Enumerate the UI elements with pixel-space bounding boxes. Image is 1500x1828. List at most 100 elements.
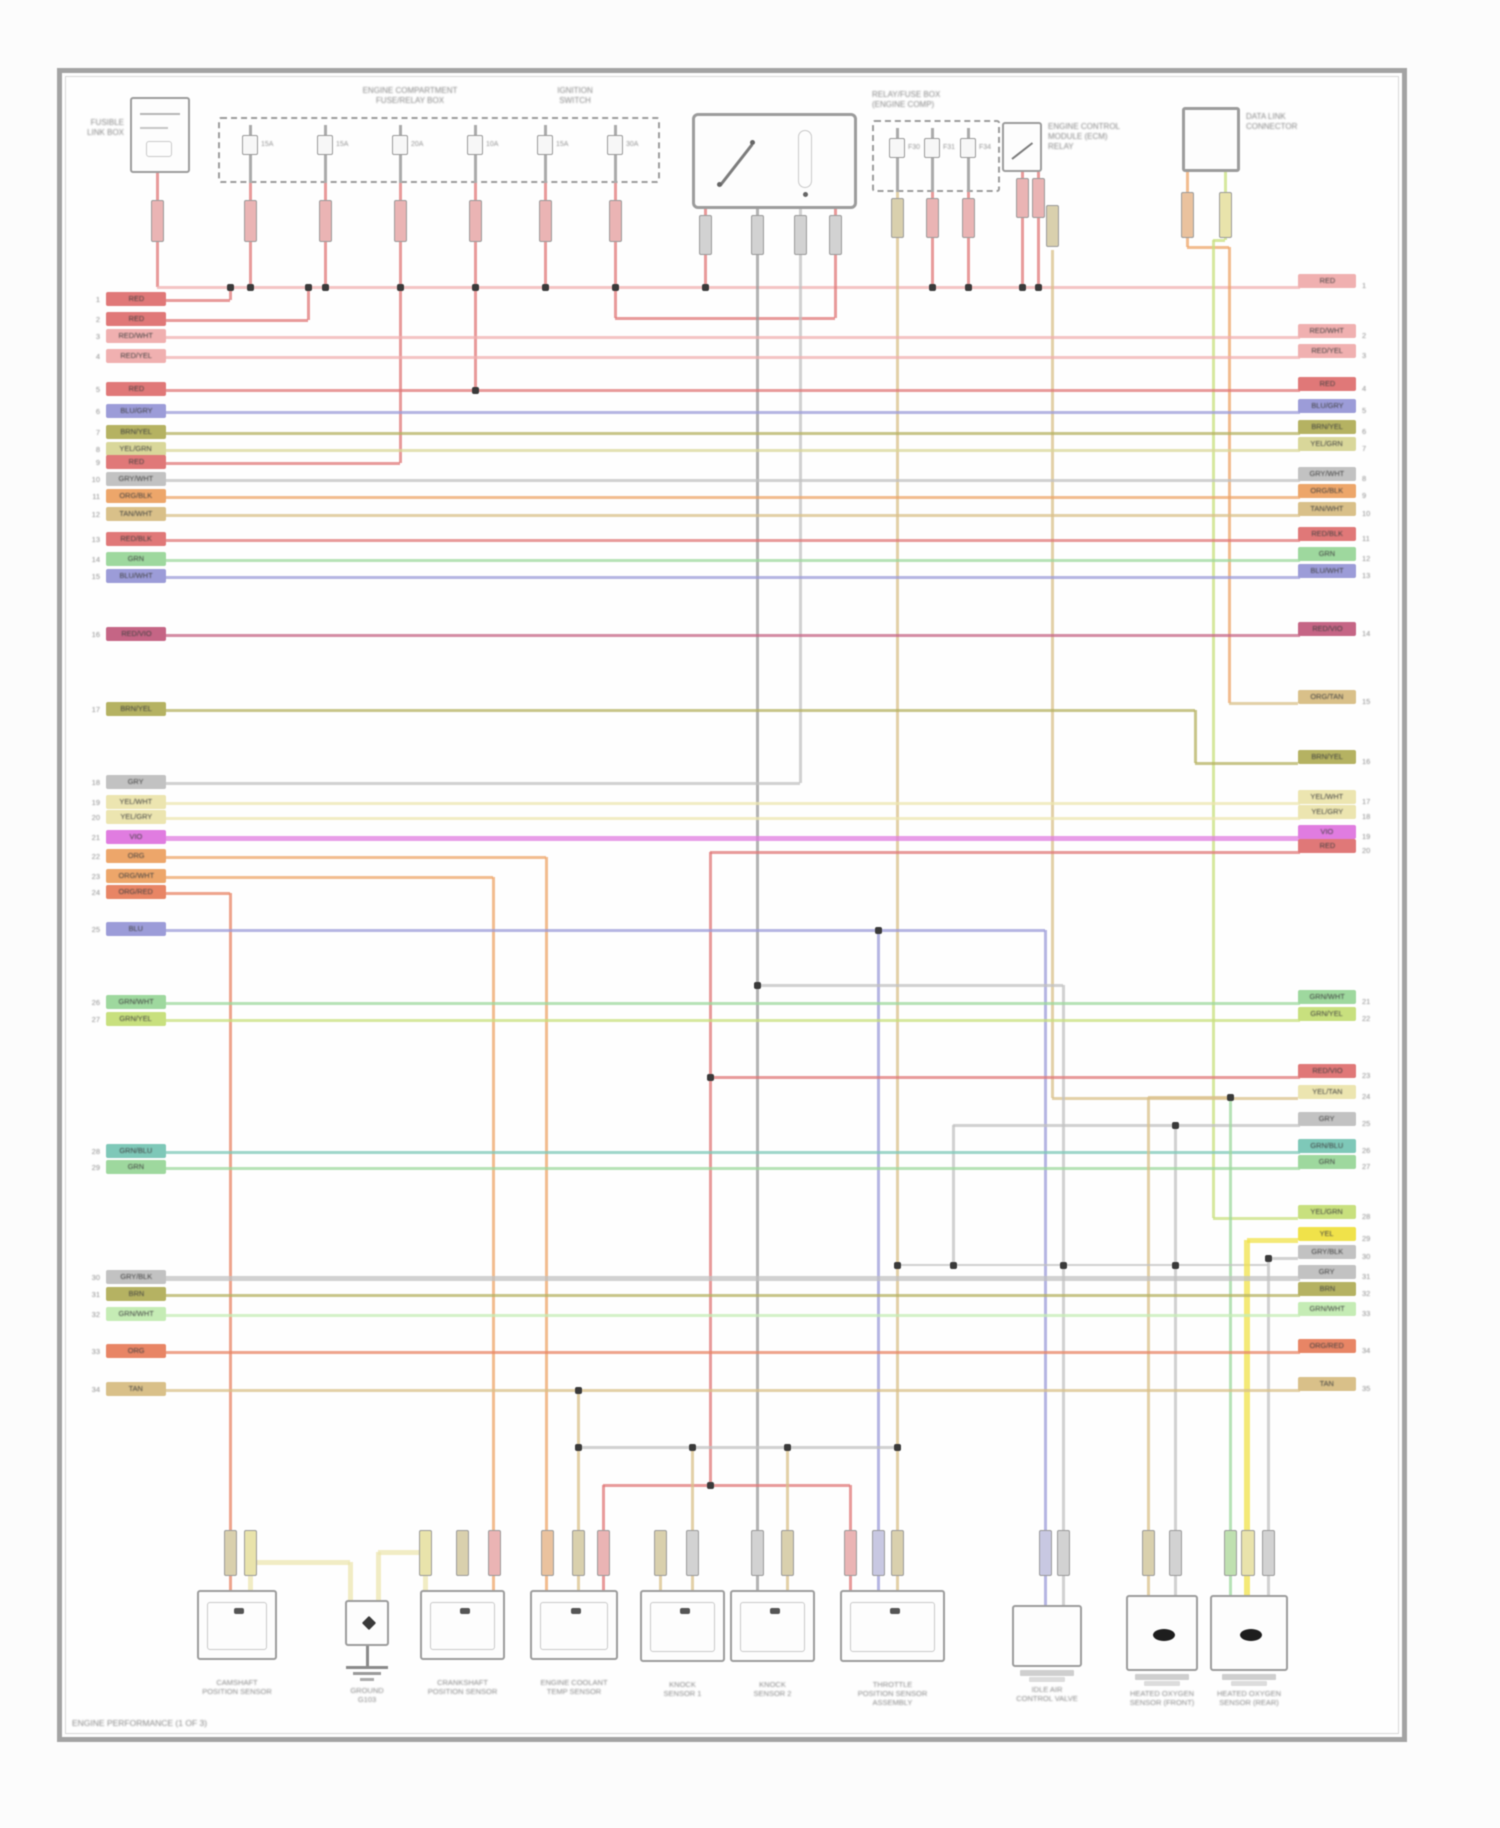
- wire-label-text: GRN/WHT: [118, 997, 154, 1006]
- wire-label-text: GRN: [127, 1162, 145, 1171]
- connector: [686, 1530, 699, 1576]
- junction-dot: [1059, 1261, 1067, 1269]
- connector: [1169, 1530, 1182, 1576]
- data-link-connector: [1182, 107, 1240, 172]
- wire-label-text: BLU/GRY: [1310, 401, 1344, 410]
- connector: [1039, 1530, 1052, 1576]
- wire: [140, 816, 1300, 820]
- wire-label-text: BLU/GRY: [119, 406, 153, 415]
- wire-label: ORG/RED: [1298, 1339, 1356, 1353]
- connector: [872, 1530, 885, 1576]
- component-title: RELAY/FUSE BOX (ENGINE COMP): [872, 90, 941, 109]
- component-caption: GROUND G103: [350, 1686, 384, 1704]
- wire-label-text: GRN/WHT: [1309, 1304, 1345, 1313]
- wire-label-text: RED/BLK: [120, 534, 152, 543]
- wire: [833, 209, 837, 318]
- wire-label: YEL: [1298, 1227, 1356, 1241]
- pin-number: 8: [1362, 474, 1367, 483]
- wire: [1193, 710, 1197, 763]
- wire-label: YEL/GRN: [106, 442, 166, 456]
- wire-label: BRN/YEL: [1298, 420, 1356, 434]
- wire-label-text: VIO: [129, 832, 143, 841]
- fuse-rating: F30: [908, 144, 921, 151]
- fuse: [924, 138, 940, 158]
- wire: [140, 495, 1300, 499]
- pin-number: 30: [1362, 1252, 1371, 1261]
- wire: [157, 285, 1300, 289]
- ground-stub: [365, 1646, 369, 1666]
- wire: [1213, 238, 1225, 242]
- switch-arm: [719, 143, 753, 187]
- pin-number: 22: [1362, 1014, 1371, 1023]
- wire-label-text: BRN: [128, 1289, 144, 1298]
- component-pedestal: [1231, 1681, 1267, 1686]
- fuse-pin: [543, 155, 547, 183]
- wire: [140, 538, 1300, 542]
- connector: [1219, 192, 1232, 238]
- wire-label-text: BRN/YEL: [1311, 752, 1343, 761]
- pin-number: 23: [1362, 1071, 1371, 1080]
- pin-number: 31: [91, 1290, 100, 1299]
- wire-label-text: GRN/WHT: [118, 1309, 154, 1318]
- wire-label-text: YEL: [1320, 1229, 1334, 1238]
- wire-label: RED/VIO: [1298, 622, 1356, 636]
- wire: [1266, 1258, 1270, 1595]
- wire-label: GRN/BLU: [1298, 1139, 1356, 1153]
- junction-dot: [321, 283, 329, 291]
- junction-dot: [949, 1261, 957, 1269]
- switch-contact: [803, 192, 808, 197]
- component-inner: [850, 1602, 935, 1652]
- wire: [228, 287, 232, 300]
- wire: [378, 1549, 425, 1555]
- junction-dot: [246, 283, 254, 291]
- connector: [319, 200, 332, 242]
- pin-number: 20: [1362, 846, 1371, 855]
- wire-label: BRN: [106, 1287, 166, 1301]
- wire: [140, 855, 546, 859]
- fuse: [889, 138, 905, 158]
- connector: [609, 200, 622, 242]
- pin-number: 13: [1362, 571, 1371, 580]
- pin-number: 28: [1362, 1212, 1371, 1221]
- component-caption: HEATED OXYGEN SENSOR (FRONT): [1129, 1689, 1195, 1707]
- wire-label-text: YEL/WHT: [1310, 792, 1344, 801]
- wire: [951, 1125, 955, 1265]
- wire-label-text: GRN/WHT: [1309, 992, 1345, 1001]
- connector: [244, 1530, 257, 1576]
- wire-label: BLU/GRY: [1298, 399, 1356, 413]
- wire-label: GRY: [1298, 1112, 1356, 1126]
- wire: [1213, 1216, 1298, 1220]
- connector: [244, 200, 257, 242]
- wire-label-text: BLU/WHT: [1310, 566, 1344, 575]
- component-caption: THROTTLE POSITION SENSOR ASSEMBLY: [857, 1680, 928, 1707]
- wire: [1247, 1237, 1298, 1243]
- wire: [755, 209, 759, 1590]
- wire-label-text: ORG/TAN: [1310, 692, 1344, 701]
- wire-label-text: GRN/YEL: [119, 1014, 153, 1023]
- fuse-box: [218, 117, 660, 183]
- pin-number: 27: [91, 1015, 100, 1024]
- connector: [654, 1530, 667, 1576]
- wire: [757, 983, 1063, 987]
- pin-number: 27: [1362, 1162, 1371, 1171]
- pin-number: 3: [95, 332, 100, 341]
- junction-dot: [701, 283, 709, 291]
- wire: [1173, 1125, 1177, 1595]
- pin-number: 25: [1362, 1119, 1371, 1128]
- diagram-frame: [57, 68, 1407, 1742]
- fuse-pin: [323, 155, 327, 183]
- wire-label: RED: [1298, 839, 1356, 853]
- wire-label: GRN/WHT: [106, 995, 166, 1009]
- junction-dot: [706, 1481, 714, 1489]
- ground-bar: [360, 1678, 374, 1681]
- wire: [140, 410, 1300, 414]
- pin-number: 33: [91, 1347, 100, 1356]
- wire: [140, 1293, 1300, 1297]
- connector: [751, 1530, 764, 1576]
- pin-number: 2: [95, 315, 100, 324]
- pin-number: 8: [95, 445, 100, 454]
- junction-dot: [706, 1073, 714, 1081]
- fuse: [392, 135, 408, 155]
- pin-number: 3: [1362, 351, 1367, 360]
- pin-number: 5: [1362, 406, 1367, 415]
